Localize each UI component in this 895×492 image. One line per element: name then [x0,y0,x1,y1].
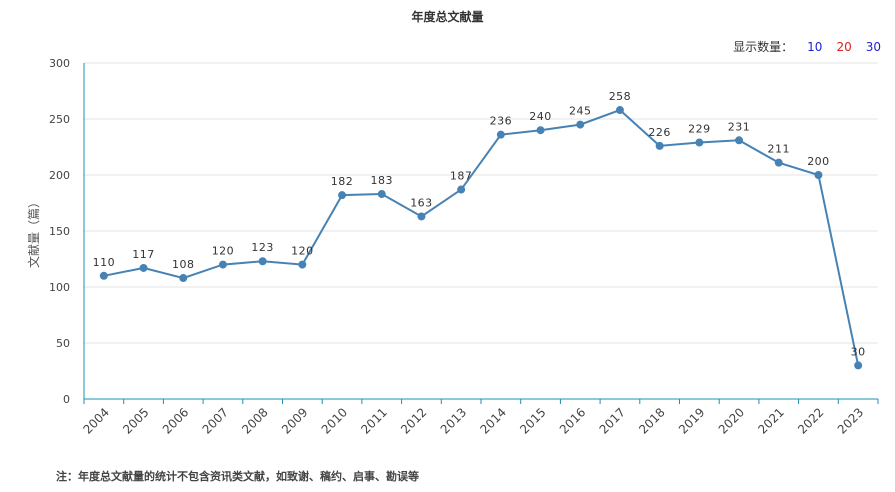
data-label: 231 [728,120,751,133]
data-label: 258 [609,90,632,103]
series-line [103,108,860,366]
x-tick-label: 2014 [477,405,508,436]
data-point [774,158,783,167]
display-count-label: 显示数量： [733,40,794,54]
data-point [99,271,108,280]
label-layer: 110 117 108 120 123 120 182 183 163 187 236 240 245 2… [93,90,866,358]
data-point [695,138,704,147]
y-tick-label: 100 [49,281,70,294]
data-point [139,263,148,272]
y-tick-label: 250 [49,113,70,126]
chart-title: 年度总文献量 [411,10,484,24]
y-tick-label: 300 [49,57,70,70]
x-tick-label: 2007 [200,405,231,436]
data-point [417,212,426,221]
data-label: 183 [371,174,394,187]
data-point [377,190,386,199]
data-point [258,257,267,266]
data-point [338,191,347,200]
data-label: 120 [291,245,314,258]
x-tick-label: 2020 [716,405,747,436]
data-point [218,260,227,269]
grid-layer [84,62,878,344]
data-label: 30 [851,345,866,358]
display-count-option-10[interactable]: 10 [807,39,823,54]
data-point [457,185,466,194]
x-tick-label: 2016 [557,405,588,436]
data-label: 226 [648,126,671,139]
display-count-option-20[interactable]: 20 [836,39,852,54]
x-tick-label: 2021 [755,405,786,436]
data-label: 187 [450,170,473,183]
x-tick-label: 2010 [319,405,350,436]
data-label: 245 [569,105,592,118]
x-tick-label: 2008 [239,405,270,436]
data-label: 123 [251,241,274,254]
x-tick-label: 2011 [358,405,389,436]
x-tick-label: 2013 [438,405,469,436]
data-point [615,106,624,115]
x-tick-label: 2005 [120,405,151,436]
data-label: 229 [688,123,711,136]
data-label: 236 [490,115,513,128]
x-tick-label: 2019 [676,405,707,436]
data-label: 117 [132,248,155,261]
y-axis-label: 文献量（篇） [26,196,41,268]
data-point [298,260,307,269]
display-count-option-30[interactable]: 30 [865,39,881,54]
data-label: 110 [93,256,116,269]
footnote: 注：年度总文献量的统计不包含资讯类文献，如致谢、稿约、启事、勘误等 [56,470,419,483]
x-tick-label: 2017 [597,405,628,436]
x-tick-label: 2009 [279,405,310,436]
data-label: 182 [331,175,354,188]
x-tick-label: 2018 [636,405,667,436]
x-tick-label: 2006 [160,405,191,436]
y-tick-label: 200 [49,169,70,182]
axis-layer: 0 50 100 150 200 250 300 2004 2005 2006 2007 2008 20… [49,57,879,437]
data-label: 200 [807,155,830,168]
data-label: 108 [172,258,195,271]
y-tick-label: 150 [49,225,70,238]
data-point [854,361,863,370]
x-tick-label: 2004 [80,405,111,436]
data-point [814,171,823,179]
data-point [735,136,744,145]
series-layer [99,106,863,370]
data-label: 240 [529,110,552,123]
x-tick-label: 2015 [517,405,548,436]
display-count-selector: 显示数量： 10 20 30 [733,38,881,55]
y-tick-label: 50 [56,337,70,350]
data-point [655,141,664,150]
data-label: 211 [768,143,791,156]
x-tick-label: 2022 [795,405,826,436]
data-label: 163 [410,196,433,209]
y-tick-label: 0 [63,393,70,406]
data-label: 120 [212,245,235,258]
x-tick-label: 2012 [398,405,429,436]
data-point [496,130,505,139]
data-point [536,126,545,135]
data-point [179,274,188,283]
x-tick-label: 2023 [835,405,866,436]
data-point [576,120,585,129]
